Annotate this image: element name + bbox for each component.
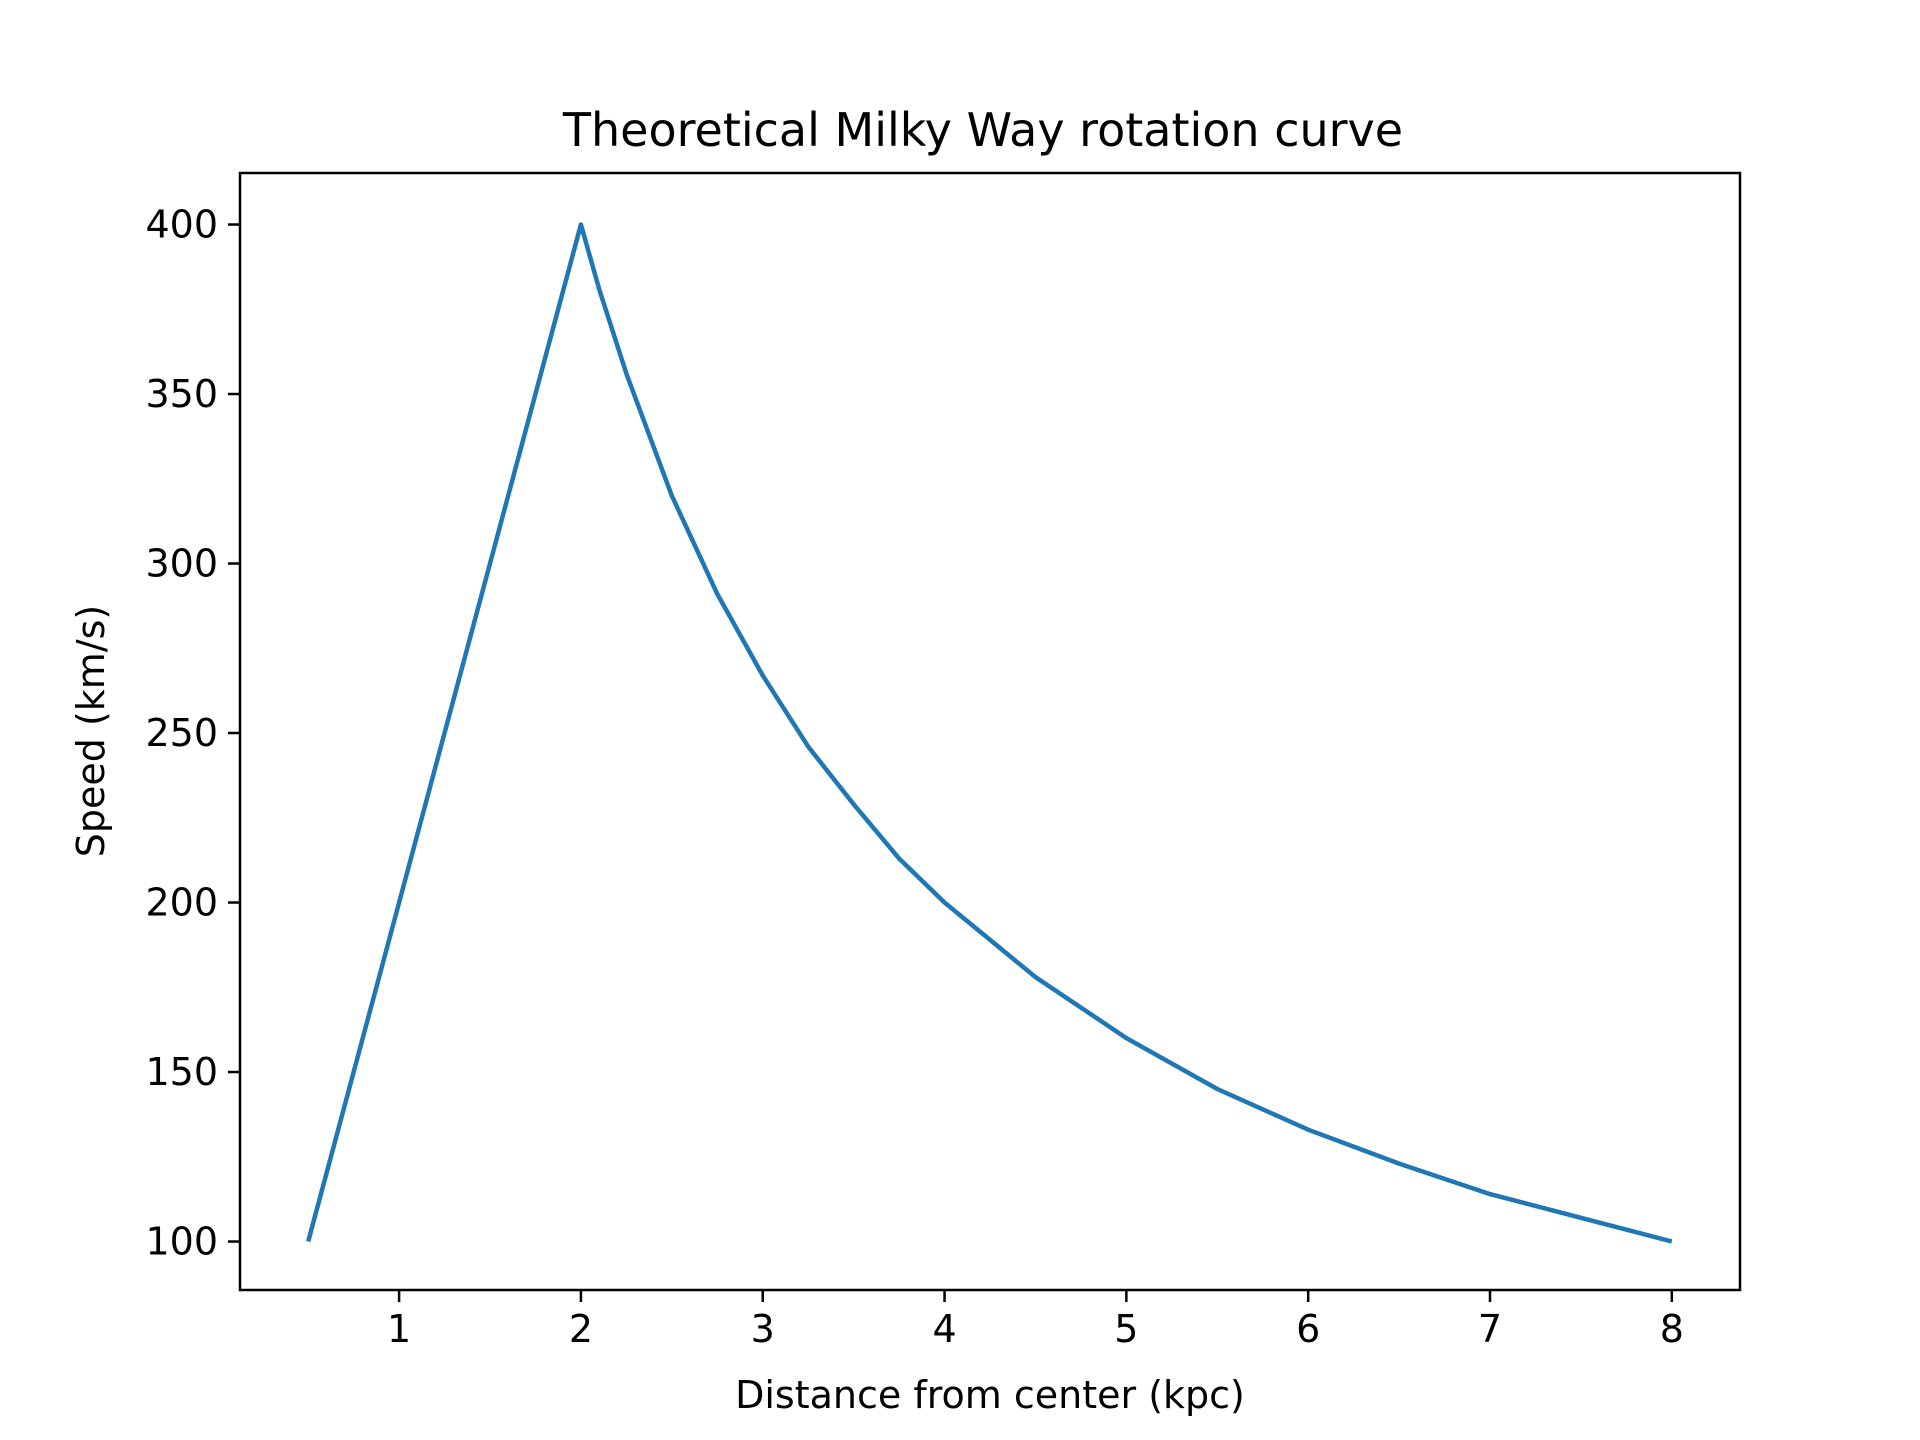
y-tick-label: 100: [145, 1220, 218, 1264]
x-tick-label: 8: [1660, 1307, 1684, 1351]
chart-title: Theoretical Milky Way rotation curve: [562, 103, 1403, 157]
x-tick-label: 7: [1478, 1307, 1502, 1351]
x-tick-label: 4: [932, 1307, 956, 1351]
y-tick-label: 300: [145, 542, 218, 586]
x-tick-label: 5: [1114, 1307, 1138, 1351]
y-tick-label: 150: [145, 1050, 218, 1094]
y-axis-label: Speed (km/s): [69, 605, 113, 857]
x-tick-label: 3: [751, 1307, 775, 1351]
x-tick-label: 2: [569, 1307, 593, 1351]
plot-frame: [238, 171, 1742, 1292]
y-tick-label: 200: [145, 881, 218, 925]
x-tick-label: 6: [1296, 1307, 1320, 1351]
x-axis-label: Distance from center (kpc): [735, 1373, 1245, 1417]
series-line: [306, 222, 1673, 1244]
y-axis: 100 150 200 250 300 350 400: [145, 203, 240, 1264]
x-axis: 1 2 3 4 5 6 7 8: [387, 1290, 1684, 1351]
y-tick-label: 350: [145, 372, 218, 416]
y-tick-label: 250: [145, 711, 218, 755]
y-tick-label: 400: [145, 203, 218, 247]
plot-area: [306, 222, 1673, 1244]
x-tick-label: 1: [387, 1307, 411, 1351]
